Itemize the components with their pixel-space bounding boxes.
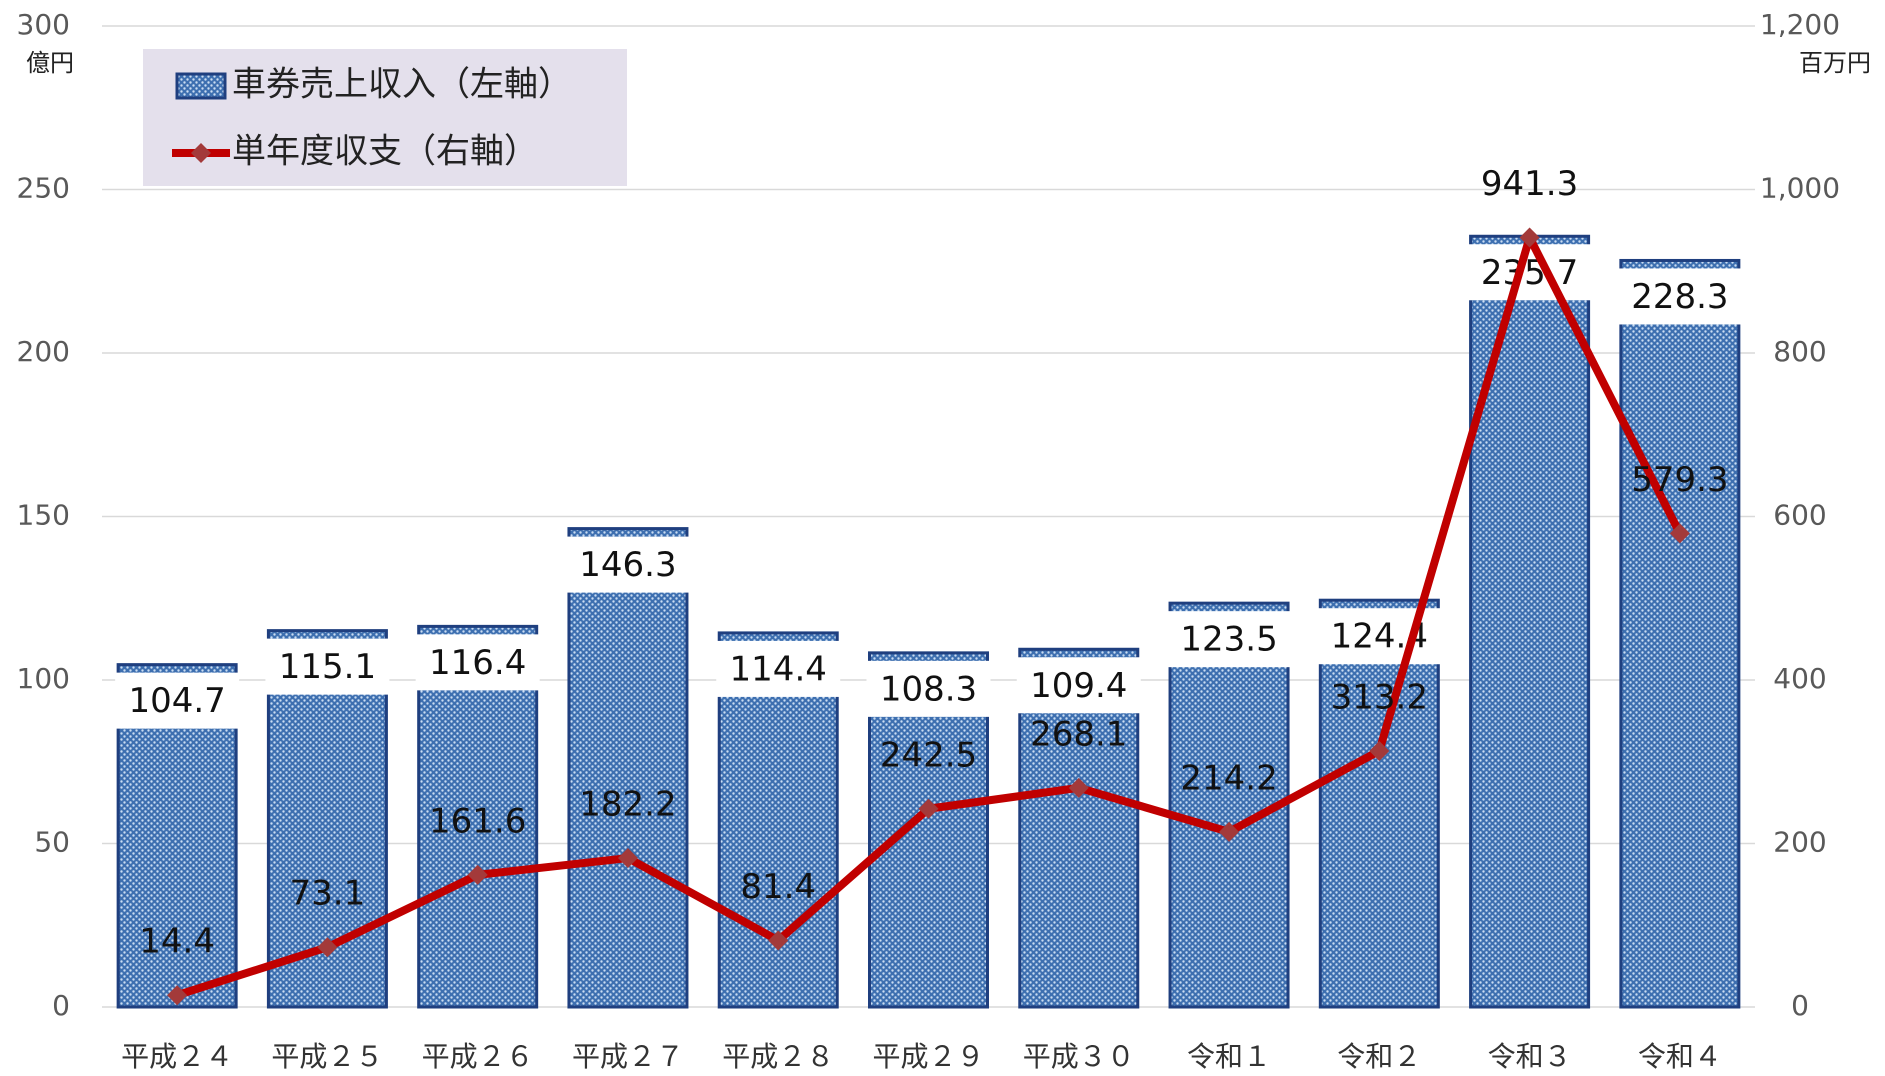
- y-tick-label: 0: [52, 989, 70, 1022]
- legend-box: [143, 49, 627, 186]
- y2-unit: 百万円: [1799, 49, 1871, 77]
- line-label: 941.3: [1481, 164, 1578, 204]
- bar-label-bg: [716, 640, 841, 697]
- y-unit: 億円: [26, 49, 74, 77]
- x-tick-label: 令和２: [1337, 1040, 1421, 1073]
- line-label: 242.5: [880, 735, 977, 775]
- x-tick-label: 平成２７: [572, 1040, 684, 1073]
- y-tick-label: 200: [17, 335, 70, 368]
- x-tick-label: 平成２４: [121, 1040, 233, 1073]
- bar-label-bg: [866, 660, 991, 717]
- x-tick-label: 平成２９: [872, 1040, 984, 1073]
- bar-label-bg: [1167, 611, 1292, 668]
- bar: [1318, 598, 1440, 1009]
- legend-label: 単年度収支（右軸）: [232, 132, 538, 172]
- line-layer: [167, 227, 1690, 1006]
- line-label: 73.1: [290, 874, 366, 914]
- x-tick-label: 令和１: [1187, 1040, 1271, 1073]
- marker: [1519, 227, 1540, 248]
- y2-tick-label: 800: [1773, 335, 1826, 368]
- marker: [317, 937, 338, 958]
- bar-label-bg: [265, 638, 390, 695]
- marker: [918, 798, 939, 819]
- bar-label: 235.7: [1481, 253, 1578, 293]
- x-tick-label: 平成２８: [722, 1040, 834, 1073]
- y-tick-label: 100: [17, 662, 70, 695]
- bar: [1168, 601, 1290, 1009]
- bar: [567, 527, 689, 1009]
- bar-label-bg: [565, 536, 690, 593]
- line-label: 161.6: [429, 801, 526, 841]
- legend-layer: 車券売上収入（左軸） 単年度収支（右軸）: [143, 49, 627, 186]
- x-tick-label: 令和４: [1638, 1040, 1722, 1073]
- bar-label-bg: [1617, 268, 1742, 325]
- y2-tick-label: 0: [1791, 989, 1809, 1022]
- marker: [1068, 777, 1089, 798]
- line-label: 579.3: [1631, 460, 1728, 500]
- bar: [1619, 258, 1741, 1009]
- y2-tick-label: 1,200: [1760, 8, 1840, 41]
- line-label: 182.2: [579, 785, 676, 825]
- marker: [1669, 523, 1690, 544]
- legend-swatch: [175, 72, 227, 100]
- x-tick-label: 平成３０: [1023, 1040, 1135, 1073]
- y-tick-label: 300: [17, 8, 70, 41]
- bar-label: 104.7: [128, 681, 225, 721]
- y2-tick-label: 1,000: [1760, 172, 1840, 205]
- y2-tick-label: 200: [1773, 826, 1826, 859]
- line-label: 14.4: [139, 922, 215, 962]
- bar-label: 228.3: [1631, 277, 1728, 317]
- bar-label: 109.4: [1030, 666, 1127, 706]
- y2-tick-label: 400: [1773, 662, 1826, 695]
- bar: [1469, 234, 1591, 1009]
- marker: [617, 848, 638, 869]
- y-tick-label: 150: [17, 499, 70, 532]
- marker: [1219, 821, 1240, 842]
- bar-label-bg: [415, 634, 540, 691]
- line-label: 313.2: [1331, 677, 1428, 717]
- marker: [1369, 740, 1390, 761]
- bar-label: 114.4: [730, 649, 827, 689]
- legend-marker: [191, 143, 211, 163]
- marker: [768, 930, 789, 951]
- marker: [467, 864, 488, 885]
- marker: [167, 985, 188, 1006]
- barlab-layer: 104.7 115.1 116.4 146.3 114.4 108.3 109.4 123.5…: [115, 244, 1742, 729]
- linelab-layer: 14.4 73.1 161.6 182.2 81.4 242.5 268.1 214.2 313…: [139, 164, 1728, 962]
- line-label: 81.4: [740, 867, 816, 907]
- x-tick-label: 令和３: [1488, 1040, 1572, 1073]
- bar-label-bg: [115, 672, 240, 729]
- y-tick-label: 250: [17, 172, 70, 205]
- legend-label: 車券売上収入（左軸）: [232, 65, 572, 105]
- x-tick-label: 平成２５: [271, 1040, 383, 1073]
- bar-label-bg: [1467, 244, 1592, 301]
- x-tick-label: 平成２６: [422, 1040, 534, 1073]
- y-tick-label: 50: [34, 826, 70, 859]
- line-label: 268.1: [1030, 714, 1127, 754]
- bar-label: 115.1: [279, 647, 376, 687]
- line-label: 214.2: [1180, 758, 1277, 798]
- bar-label: 116.4: [429, 643, 526, 683]
- bar-label: 108.3: [880, 669, 977, 709]
- bar-label: 146.3: [579, 545, 676, 585]
- bar-label-bg: [1016, 657, 1141, 714]
- bar-label: 123.5: [1180, 620, 1277, 660]
- y2-tick-label: 600: [1773, 499, 1826, 532]
